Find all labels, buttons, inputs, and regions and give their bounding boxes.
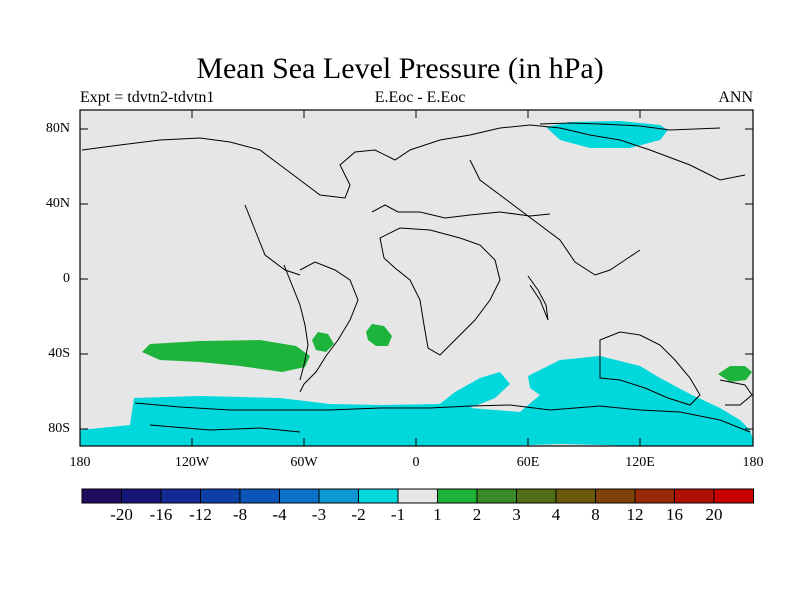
lon-label: 60E: [516, 455, 540, 470]
colorbar-swatch: [634, 488, 675, 504]
colorbar-swatch: [516, 488, 557, 504]
lon-label: 120E: [625, 455, 655, 470]
colorbar-label: -20: [110, 505, 133, 524]
lat-label: 40N: [45, 196, 70, 211]
coastlines: [81, 122, 753, 433]
colorbar-label: 16: [666, 505, 683, 524]
lon-label: 180: [69, 455, 91, 470]
colorbar-label: -2: [351, 505, 366, 524]
colorbar-swatch: [239, 488, 280, 504]
map-title: Mean Sea Level Pressure (in hPa): [196, 52, 604, 85]
axis-ticks: [80, 110, 753, 446]
colorbar-swatch: [595, 488, 636, 504]
colorbar-swatch: [358, 488, 399, 504]
colorbar-label: 3: [512, 505, 521, 524]
colorbar-label: -12: [189, 505, 212, 524]
colorbar-swatch: [674, 488, 715, 504]
colorbar-swatch: [437, 488, 478, 504]
colorbar-swatch: [279, 488, 320, 504]
colorbar-label: 2: [472, 505, 482, 524]
negative-anomaly-regions: [80, 121, 753, 446]
colorbar-swatch: [81, 488, 122, 504]
experiment-label: Expt = tdvtn2-tdvtn1: [80, 89, 215, 106]
lon-label: 60W: [290, 455, 318, 470]
lat-label: 80N: [45, 121, 70, 136]
colorbar-label: 8: [591, 505, 600, 524]
colorbar-label: 1: [433, 505, 442, 524]
colorbar-swatch: [160, 488, 201, 504]
season-label: ANN: [718, 89, 753, 106]
colorbar-label: -8: [232, 505, 248, 524]
colorbar-label: -4: [272, 505, 287, 524]
colorbar-label: 20: [705, 505, 723, 524]
colorbar-swatch: [397, 488, 438, 504]
lat-label: 0: [63, 271, 70, 286]
colorbar: [81, 488, 754, 504]
case-label: E.Eoc - E.Eoc: [374, 89, 466, 106]
colorbar-label: 4: [551, 505, 561, 524]
colorbar-swatch: [713, 488, 754, 504]
colorbar-swatch: [200, 488, 241, 504]
colorbar-swatch: [555, 488, 596, 504]
lat-label: 40S: [48, 346, 70, 361]
colorbar-swatch: [476, 488, 517, 504]
lat-label: 80S: [48, 421, 70, 436]
colorbar-swatch: [121, 488, 162, 504]
colorbar-label: -1: [390, 505, 406, 524]
colorbar-swatch: [318, 488, 359, 504]
lon-label: 0: [412, 455, 420, 470]
positive-anomaly-regions: [142, 324, 752, 382]
colorbar-label: 12: [626, 505, 644, 524]
lon-label: 120W: [174, 455, 210, 470]
colorbar-label: -3: [311, 505, 327, 524]
colorbar-label: -16: [149, 505, 173, 524]
lon-label: 180: [742, 455, 764, 470]
